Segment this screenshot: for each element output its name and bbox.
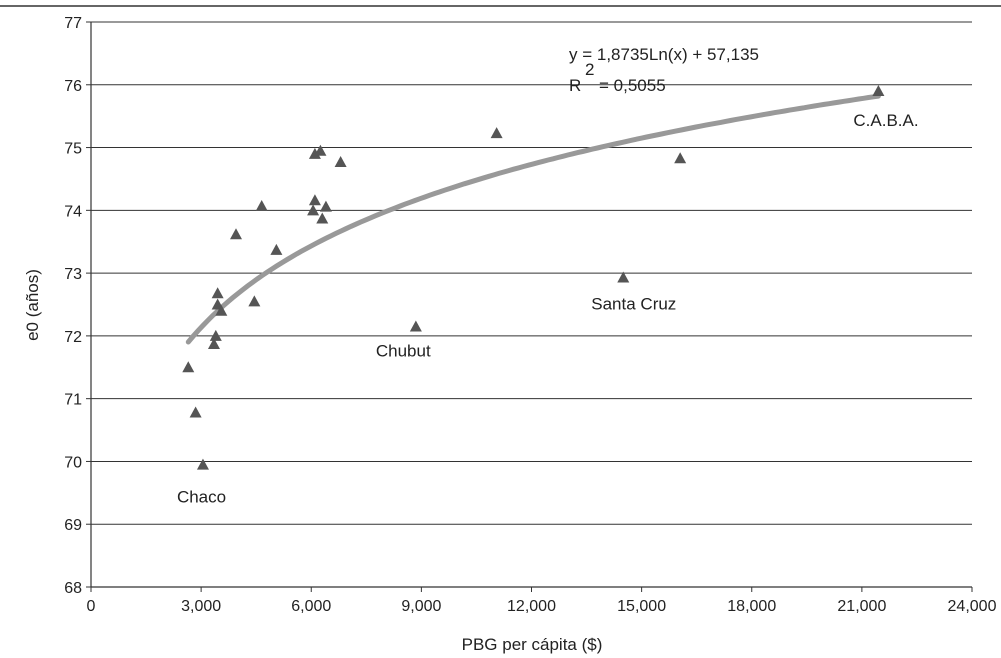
data-point: [196, 458, 209, 470]
x-tick-label: 18,000: [727, 598, 776, 615]
point-label: Chaco: [177, 488, 226, 507]
gridlines: [91, 21, 972, 525]
y-tick-label: 74: [64, 203, 82, 220]
trendline-group: [185, 93, 881, 345]
y-tick-label: 72: [64, 329, 82, 346]
data-point: [308, 147, 321, 159]
data-point: [215, 304, 228, 316]
y-tick-label: 77: [64, 15, 82, 32]
x-axis-title: PBG per cápita ($): [462, 635, 603, 654]
y-tick-label: 68: [64, 580, 82, 597]
r-squared-exponent: 2: [585, 60, 594, 79]
data-point: [229, 228, 242, 240]
x-tick-label: 6,000: [291, 598, 331, 615]
point-label: Chubut: [376, 341, 431, 360]
trendline-equation: y = 1,8735Ln(x) + 57,135: [569, 45, 759, 64]
data-point: [270, 243, 283, 255]
point-labels: Chaco Chubut Santa Cruz C.A.B.A.: [177, 111, 919, 507]
y-tick-label: 69: [64, 517, 82, 534]
data-point: [307, 204, 320, 216]
point-label: C.A.B.A.: [853, 111, 918, 130]
data-points: [182, 85, 885, 470]
y-axis-title: e0 (años): [23, 269, 42, 341]
r-squared-prefix: R: [569, 76, 581, 95]
y-tick-label: 76: [64, 78, 82, 95]
y-tick-label: 70: [64, 454, 82, 471]
data-point: [248, 295, 261, 307]
data-point: [319, 200, 332, 212]
data-point: [490, 127, 503, 139]
data-point: [872, 85, 885, 97]
x-tick-label: 0: [87, 598, 96, 615]
data-point: [334, 155, 347, 167]
data-point: [211, 287, 224, 299]
y-tick-label: 71: [64, 392, 82, 409]
data-point: [409, 320, 422, 332]
point-label: Santa Cruz: [591, 295, 676, 314]
x-tick-label: 3,000: [181, 598, 221, 615]
data-point: [308, 194, 321, 206]
r-squared-value: = 0,5055: [599, 76, 666, 95]
trendline: [185, 93, 881, 345]
data-point: [316, 212, 329, 224]
data-point: [207, 338, 220, 350]
data-point: [617, 271, 630, 283]
data-point: [189, 406, 202, 418]
data-point: [255, 199, 268, 211]
x-tick-label: 15,000: [617, 598, 666, 615]
x-tick-label: 12,000: [507, 598, 556, 615]
data-point: [209, 329, 222, 341]
data-point: [314, 144, 327, 156]
x-tick-label: 21,000: [837, 598, 886, 615]
axes: 68 69 70 71 72 73 74 75 76 77 0 3,000 6,000 9,000 12,0…: [64, 15, 996, 615]
x-tick-label: 9,000: [401, 598, 441, 615]
x-tick-label: 24,000: [948, 598, 997, 615]
data-point: [674, 152, 687, 164]
data-point: [182, 361, 195, 373]
y-tick-label: 75: [64, 141, 82, 158]
y-tick-label: 73: [64, 266, 82, 283]
